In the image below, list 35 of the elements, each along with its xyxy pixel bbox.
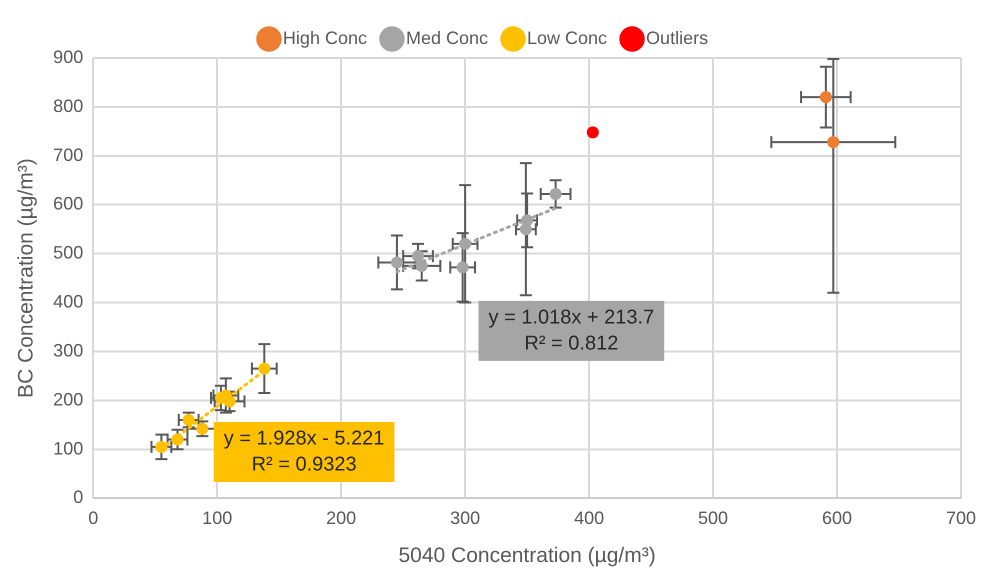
y-tick-label: 200 <box>53 389 84 410</box>
y-tick-label: 0 <box>73 487 84 508</box>
y-tick-label: 700 <box>53 144 84 165</box>
annotation: y = 1.018x + 213.7 R² = 0.812 <box>488 306 654 354</box>
x-tick-label: 300 <box>450 508 480 528</box>
y-tick-label: 900 <box>53 46 84 67</box>
legend-label: Med Conc <box>406 28 488 48</box>
legend-label: Low Conc <box>527 28 608 48</box>
x-axis-title: 5040 Concentration (µg/m³) <box>398 544 656 568</box>
point <box>390 256 403 268</box>
x-tick-label: 200 <box>326 508 356 528</box>
point <box>456 261 469 274</box>
point <box>412 250 424 262</box>
x-tick-label: 700 <box>946 508 976 528</box>
point <box>820 91 832 104</box>
y-axis-title: BC Concentration (µg/m³) <box>14 158 38 398</box>
annotation: y = 1.928x - 5.221 R² = 0.9323 <box>224 427 384 476</box>
point <box>586 126 599 138</box>
y-tick-label: 100 <box>53 438 84 458</box>
x-tick-label: 400 <box>574 508 604 528</box>
x-tick-label: 500 <box>698 508 728 528</box>
y-tick-label: 800 <box>53 96 84 116</box>
y-tick-label: 400 <box>53 292 84 312</box>
point <box>550 188 562 200</box>
legend-label: Outliers <box>646 28 708 48</box>
x-tick-label: 600 <box>822 508 852 528</box>
y-tick-label: 600 <box>53 194 84 214</box>
point <box>827 136 840 148</box>
x-tick-label: 100 <box>202 508 232 528</box>
y-tick-label: 500 <box>53 242 84 263</box>
x-tick-label: 0 <box>88 508 98 528</box>
y-tick-label: 300 <box>53 340 84 360</box>
legend-label: High Conc <box>282 28 367 48</box>
point <box>459 238 472 250</box>
point <box>416 260 428 272</box>
